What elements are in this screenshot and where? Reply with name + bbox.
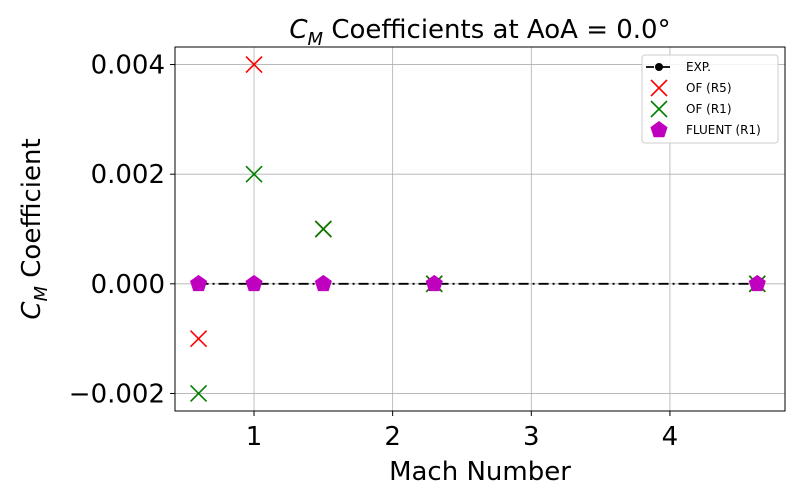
legend-label: FLUENT (R1) <box>686 123 761 137</box>
point-pentagon <box>748 274 766 292</box>
x-tick-label: 3 <box>523 422 540 452</box>
point-x-marker <box>190 384 208 403</box>
title-subscript: M <box>308 29 324 50</box>
ylabel-symbol: C <box>17 301 47 320</box>
legend-x-handle <box>650 100 668 118</box>
legend-entry: OF (R5) <box>650 79 732 97</box>
y-tick-label: 0.002 <box>91 160 165 190</box>
point-x-marker <box>245 165 263 183</box>
x-tick-label: 2 <box>384 422 401 452</box>
legend: EXP. OF (R5) OF (R1) FLUENT (R1) <box>641 54 779 144</box>
y-axis-ticks: −0.002 0.000 0.002 0.004 <box>69 51 175 409</box>
plot-frame <box>174 46 786 412</box>
series-3 <box>190 274 766 292</box>
x-tick-label: 4 <box>662 422 679 452</box>
legend-label: OF (R5) <box>686 81 732 95</box>
legend-entry: EXP. <box>646 60 711 74</box>
x-tick-label: 1 <box>246 422 263 452</box>
legend-label: EXP. <box>686 60 711 74</box>
point-pentagon <box>190 274 208 292</box>
y-tick-label: 0.004 <box>91 51 165 81</box>
point-pentagon <box>245 274 263 292</box>
y-axis-label: CM Coefficient <box>17 138 52 319</box>
ylabel-text: Coefficient <box>17 138 47 286</box>
legend-pentagon-handle <box>650 121 668 138</box>
point-x-marker <box>190 330 208 348</box>
chart-title: CM Coefficients at AoA = 0.0° <box>289 15 670 50</box>
legend-x-handle <box>650 79 668 97</box>
legend-dot-handle <box>655 63 663 71</box>
ylabel-subscript: M <box>31 286 52 302</box>
title-text: Coefficients at AoA = 0.0° <box>323 15 671 45</box>
legend-entry: FLUENT (R1) <box>650 121 761 138</box>
point-x-marker <box>314 220 332 238</box>
legend-box <box>641 54 779 144</box>
legend-label: OF (R1) <box>686 102 732 116</box>
title-symbol: C <box>289 15 308 45</box>
point-pentagon <box>425 274 443 292</box>
x-axis-ticks: 1 2 3 4 <box>246 411 678 452</box>
point-pentagon <box>314 274 332 292</box>
legend-entry: OF (R1) <box>650 100 732 118</box>
plot-marks <box>190 55 766 403</box>
y-tick-label: 0.000 <box>91 270 165 300</box>
y-tick-label: −0.002 <box>69 379 165 409</box>
x-axis-label: Mach Number <box>389 457 571 487</box>
point-x-marker <box>245 55 263 74</box>
